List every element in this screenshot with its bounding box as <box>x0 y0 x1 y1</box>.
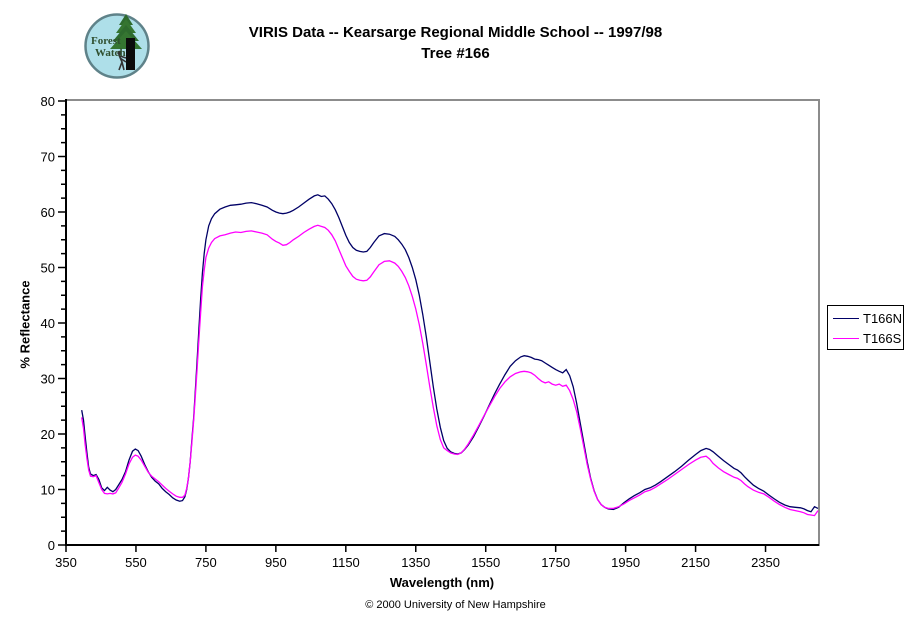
plot-border <box>65 99 820 546</box>
legend-line-swatch <box>833 317 859 319</box>
y-tick-label: 10 <box>41 483 55 498</box>
x-tick-label: 1350 <box>401 555 430 570</box>
y-axis-label: % Reflectance <box>17 280 33 369</box>
logo-text-watch: Watch <box>95 47 126 59</box>
y-tick-label: 50 <box>41 261 55 276</box>
series-line-t166s <box>81 224 819 517</box>
y-tick-label: 30 <box>41 372 55 387</box>
x-tick-label: 350 <box>55 555 77 570</box>
y-tick-label: 20 <box>41 427 55 442</box>
x-tick-label: 2350 <box>751 555 780 570</box>
series-line-t166n <box>81 194 819 513</box>
legend-label: T166N <box>863 310 903 326</box>
x-tick-label: 1150 <box>332 555 360 570</box>
legend: T166N T166S <box>827 305 904 350</box>
chart-title-line1: VIRIS Data -- Kearsarge Regional Middle … <box>248 24 663 41</box>
y-tick-label: 40 <box>41 316 55 331</box>
logo-text-forest: Forest <box>91 35 121 47</box>
x-tick-label: 1550 <box>471 555 500 570</box>
x-axis-label: Wavelength (nm) <box>389 575 495 590</box>
forest-watch-logo: Forest Watch <box>84 13 150 79</box>
chart-title-line2: Tree #166 <box>421 45 490 62</box>
legend-item-t166s: T166S <box>828 328 903 348</box>
x-tick-label: 750 <box>195 555 217 570</box>
logo-person-icon <box>117 50 127 71</box>
x-tick-label: 1950 <box>611 555 640 570</box>
x-tick-label: 2150 <box>681 555 710 570</box>
legend-line-swatch <box>833 337 859 339</box>
x-tick-label: 950 <box>265 555 287 570</box>
y-tick-label: 60 <box>41 205 55 220</box>
copyright-footer: © 2000 University of New Hampshire <box>365 599 546 611</box>
chart-title: VIRIS Data -- Kearsarge Regional Middle … <box>0 22 911 64</box>
x-tick-label: 1750 <box>541 555 570 570</box>
y-tick-label: 80 <box>41 94 55 109</box>
legend-item-t166n: T166N <box>828 308 903 328</box>
logo-tree-icon <box>110 14 142 70</box>
y-tick-label: 0 <box>48 538 55 553</box>
x-tick-label: 550 <box>125 555 147 570</box>
y-tick-label: 70 <box>41 150 55 165</box>
legend-label: T166S <box>863 330 902 346</box>
